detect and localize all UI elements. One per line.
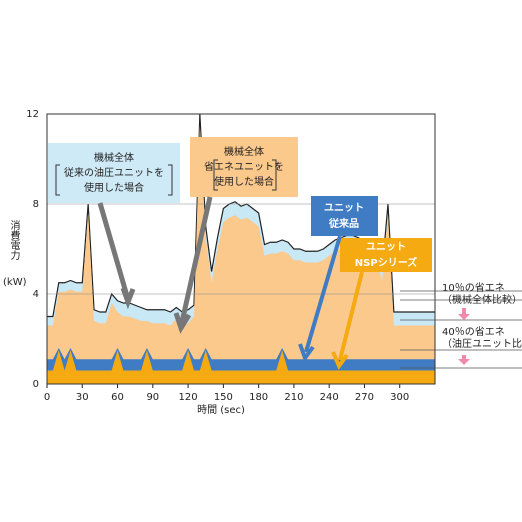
brackets xyxy=(55,159,277,196)
annotation-text: 機械全体 xyxy=(94,151,134,164)
annotation-text: NSPシリーズ xyxy=(355,256,417,269)
x-tick-label: 30 xyxy=(76,392,89,403)
x-tick-label: 240 xyxy=(320,392,339,403)
annotation-text: 40％の省エネ xyxy=(442,325,505,338)
y-tick-label: 12 xyxy=(26,109,39,120)
annotation-text: 機械全体 xyxy=(224,145,264,158)
annotation-text: （機械全体比較） xyxy=(442,293,522,306)
annotation-text: 使用した場合 xyxy=(84,181,144,194)
plot-frame xyxy=(46,113,436,385)
annotation-text: 使用した場合 xyxy=(214,175,274,188)
annotations: 機械全体従来の油圧ユニットを使用した場合機械全体省エネユニットを使用した場合ユニ… xyxy=(64,145,522,350)
arrow xyxy=(97,202,136,310)
pink-arrows xyxy=(458,308,470,365)
x-tick-label: 300 xyxy=(390,392,409,403)
box-conventional-total xyxy=(48,143,180,203)
annotation-text: （油圧ユニット比較） xyxy=(442,337,522,350)
box-saving-total xyxy=(190,137,298,197)
box-unit-nsp xyxy=(340,238,432,272)
y-axis-unit: (kW) xyxy=(3,277,27,288)
y-tick-label: 8 xyxy=(33,199,39,210)
area xyxy=(47,350,435,384)
box-unit-conventional xyxy=(311,196,378,236)
annotation-text: 10％の省エネ xyxy=(442,281,505,294)
annotation-text: 従来品 xyxy=(328,217,359,230)
x-tick-label: 60 xyxy=(111,392,124,403)
annotation-text: ユニット xyxy=(366,241,406,253)
arrow xyxy=(331,271,364,371)
x-axis-label: 時間 (sec) xyxy=(197,404,245,416)
x-tick-label: 180 xyxy=(249,392,268,403)
x-tick-label: 270 xyxy=(355,392,374,403)
x-tick-label: 0 xyxy=(44,392,50,403)
x-tick-label: 120 xyxy=(179,392,198,403)
x-tick-label: 210 xyxy=(284,392,303,403)
x-tick-label: 150 xyxy=(214,392,233,403)
area xyxy=(47,125,435,384)
arrow xyxy=(173,196,213,334)
arrow xyxy=(298,235,342,363)
annotation-text: 省エネユニットを xyxy=(204,160,284,173)
annotation-text: 従来の油圧ユニットを xyxy=(64,166,164,179)
x-tick-label: 90 xyxy=(146,392,159,403)
annotation-text: ユニット xyxy=(324,202,364,214)
y-axis-label: 消費電力 xyxy=(8,219,20,261)
annotation-boxes xyxy=(48,137,522,371)
y-tick-label: 0 xyxy=(33,379,39,390)
guide-lines xyxy=(400,290,522,369)
y-tick-label: 4 xyxy=(33,289,39,300)
